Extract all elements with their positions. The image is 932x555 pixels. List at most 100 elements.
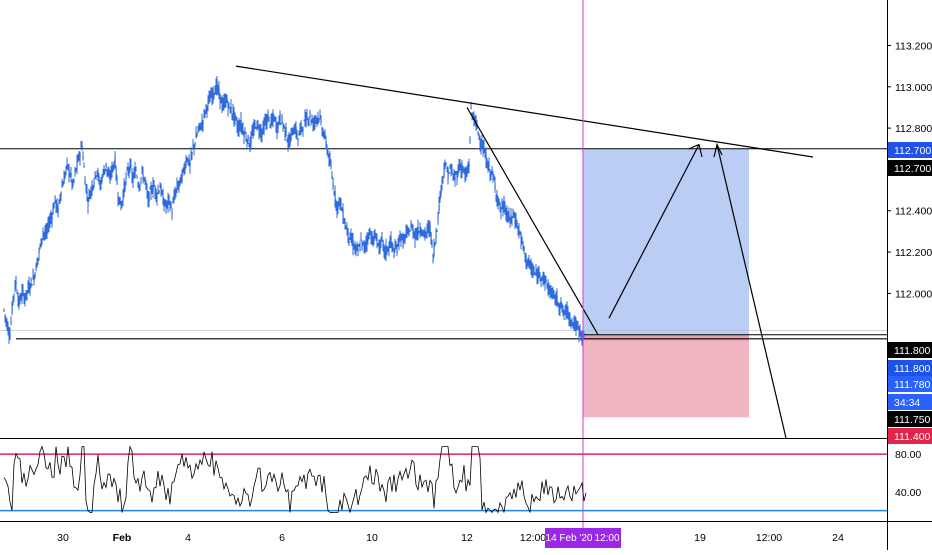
candle-body	[288, 139, 290, 143]
candle-body	[324, 133, 326, 135]
candle-body	[433, 246, 435, 255]
candle-body	[265, 120, 267, 123]
candle-body	[182, 168, 184, 171]
candle-body	[572, 322, 574, 326]
candle-body	[423, 230, 425, 236]
candle-body	[502, 205, 504, 212]
candle-body	[277, 123, 279, 129]
time-tick-label: 24	[832, 532, 844, 544]
candle-body	[438, 204, 440, 212]
candle-body	[72, 181, 74, 185]
price-tick-label: 113.200	[895, 40, 932, 52]
candle-body	[490, 172, 492, 177]
candle-body	[391, 242, 393, 246]
price-badge-label: 111.400	[894, 431, 931, 443]
candle-body	[468, 163, 470, 167]
candle-body	[398, 236, 400, 243]
candle-body	[361, 240, 363, 248]
candle-body	[169, 205, 171, 209]
candle-body	[456, 172, 458, 179]
candle-body	[138, 187, 140, 191]
candle-body	[261, 132, 263, 137]
target-zone	[583, 148, 749, 335]
candle-body	[575, 322, 577, 331]
candle-body	[227, 105, 229, 110]
candle-body	[440, 189, 442, 194]
candle-body	[21, 290, 23, 296]
candle-body	[9, 335, 11, 339]
candle-body	[546, 284, 548, 287]
candle-body	[348, 238, 350, 240]
candle-body	[504, 205, 506, 215]
candle-body	[420, 230, 422, 233]
candle-body	[427, 226, 429, 228]
candle-body	[18, 299, 20, 306]
price-tick-label: 113.000	[895, 82, 932, 94]
candle-body	[527, 258, 529, 266]
candle-body	[323, 136, 325, 138]
candle-body	[29, 288, 31, 291]
candle-body	[436, 230, 438, 232]
price-badge	[888, 142, 932, 158]
candle-body	[150, 187, 152, 193]
candle-body	[49, 218, 51, 222]
candle-body	[339, 198, 341, 205]
candle-body	[3, 309, 5, 311]
candle-body	[210, 92, 212, 98]
candle-body	[205, 104, 207, 108]
candle-body	[70, 173, 72, 177]
candle-body	[439, 193, 441, 200]
candle-body	[478, 134, 480, 136]
candle-body	[388, 244, 390, 249]
candle-body	[119, 197, 121, 205]
candle-body	[225, 98, 227, 103]
candle-body	[139, 185, 141, 187]
candle-body	[522, 244, 524, 246]
candle-body	[149, 188, 151, 190]
candle-body	[54, 195, 56, 201]
candle-body	[188, 157, 190, 165]
candle-body	[380, 239, 382, 242]
candle-body	[107, 172, 109, 176]
candle-body	[551, 290, 553, 299]
candle-body	[170, 203, 172, 207]
candle-body	[258, 131, 260, 133]
candle-body	[544, 276, 546, 285]
candle-body	[374, 233, 376, 238]
candle-body	[301, 127, 303, 129]
candle-body	[541, 278, 543, 280]
candle-body	[71, 180, 73, 185]
candle-body	[253, 124, 255, 132]
projection-down-arrowhead	[713, 142, 723, 158]
candle-body	[17, 297, 19, 302]
candle-body	[394, 245, 396, 250]
time-tick-label: 12:00	[520, 532, 546, 544]
candle-body	[354, 245, 356, 248]
candle-body	[97, 171, 99, 177]
candle-body	[82, 156, 84, 159]
candle-body	[11, 304, 13, 314]
candle-body	[141, 168, 143, 171]
candle-body	[494, 184, 496, 189]
candle-body	[314, 116, 316, 122]
candle-body	[407, 228, 409, 231]
candle-body	[545, 279, 547, 283]
candle-body	[194, 143, 196, 145]
candle-body	[146, 190, 148, 193]
candle-body	[533, 271, 535, 273]
candle-body	[583, 335, 585, 337]
time-tick-label: 30	[57, 532, 69, 544]
candle-body	[81, 145, 83, 149]
candle-body	[184, 167, 186, 170]
candle-body	[266, 116, 268, 125]
candle-body	[187, 158, 189, 164]
candle-body	[122, 194, 124, 201]
candle-body	[445, 163, 447, 165]
candle-body	[521, 238, 523, 240]
candle-body	[142, 174, 144, 180]
candle-body	[213, 93, 215, 96]
candle-body	[401, 235, 403, 237]
candle-body	[539, 275, 541, 277]
